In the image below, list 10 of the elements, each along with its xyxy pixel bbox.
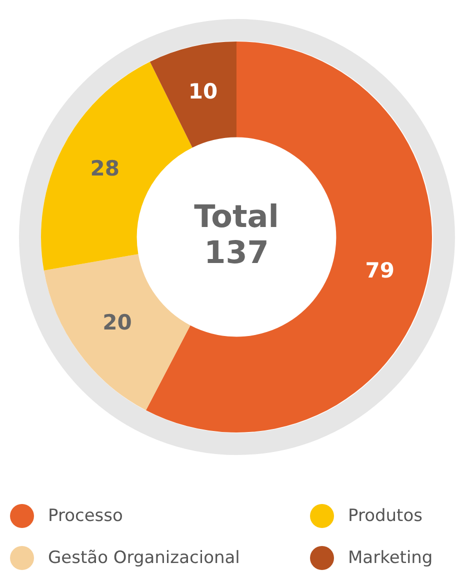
text: 137: [204, 235, 269, 272]
data-label: 10: [188, 80, 218, 104]
legend-label: Marketing: [348, 548, 433, 568]
data-label: 28: [90, 156, 120, 181]
data-label: 79: [365, 258, 394, 283]
legend-label: Processo: [48, 506, 123, 526]
text: Total: [194, 199, 279, 236]
legend-label: Gestão Organizacional: [48, 548, 240, 568]
data-label: 20: [102, 310, 132, 334]
legend-label: Produtos: [348, 506, 422, 526]
